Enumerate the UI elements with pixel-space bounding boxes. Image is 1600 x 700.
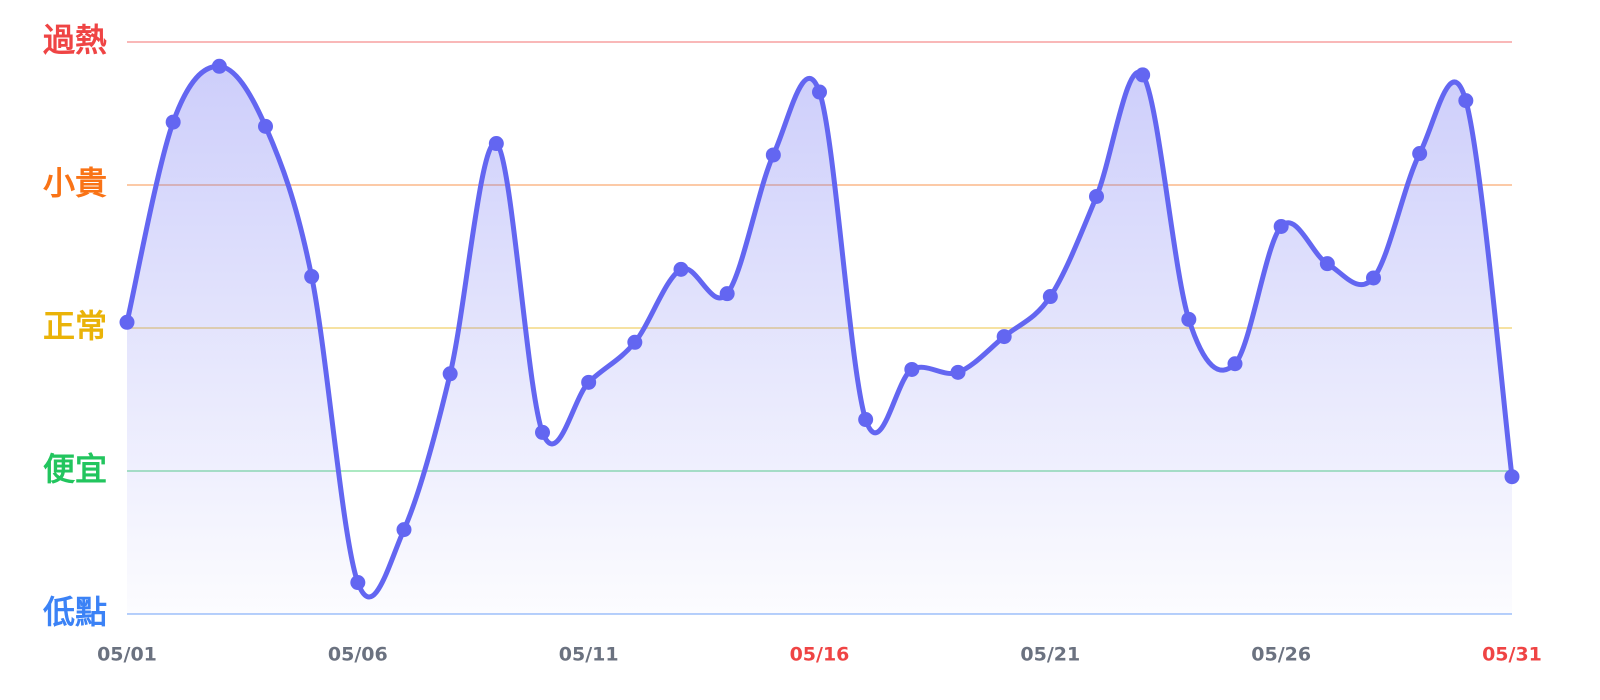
point [1366,270,1381,286]
point [581,374,597,390]
point [165,114,181,130]
y-tick-label: 低點 [43,593,107,631]
x-tick-label: 05/26 [1251,644,1311,666]
point [1227,356,1243,372]
point [719,286,735,302]
point [211,58,227,74]
point [1319,256,1335,272]
x-tick-label: 05/21 [1020,644,1080,666]
x-tick-label: 05/01 [97,644,157,666]
point [396,522,412,538]
point [950,364,966,380]
point [258,118,273,134]
y-tick-label: 正常 [43,307,107,345]
point [119,314,135,330]
x-tick-label: 05/06 [328,644,388,666]
y-tick-label: 小貴 [43,164,107,202]
x-tick-label: 05/31 [1482,644,1542,666]
point [765,147,781,163]
point [442,366,458,382]
point [488,136,504,152]
point [812,84,827,100]
point [904,361,920,377]
point [1273,218,1289,234]
point [350,575,366,591]
point [1181,311,1197,327]
point [1135,67,1151,83]
x-tick-label: 05/16 [790,644,850,666]
area [127,66,1512,615]
point [1504,469,1520,485]
x-tick-label: 05/11 [559,644,619,666]
point [1458,93,1474,109]
y-tick-label: 過熱 [43,21,107,59]
point [535,424,550,440]
y-tick-label: 便宜 [43,450,107,488]
point [858,412,874,428]
point [304,269,320,285]
point [996,329,1012,345]
point [1089,188,1104,204]
point [627,334,643,350]
point [673,261,689,277]
point [1042,289,1058,305]
point [1412,146,1428,162]
